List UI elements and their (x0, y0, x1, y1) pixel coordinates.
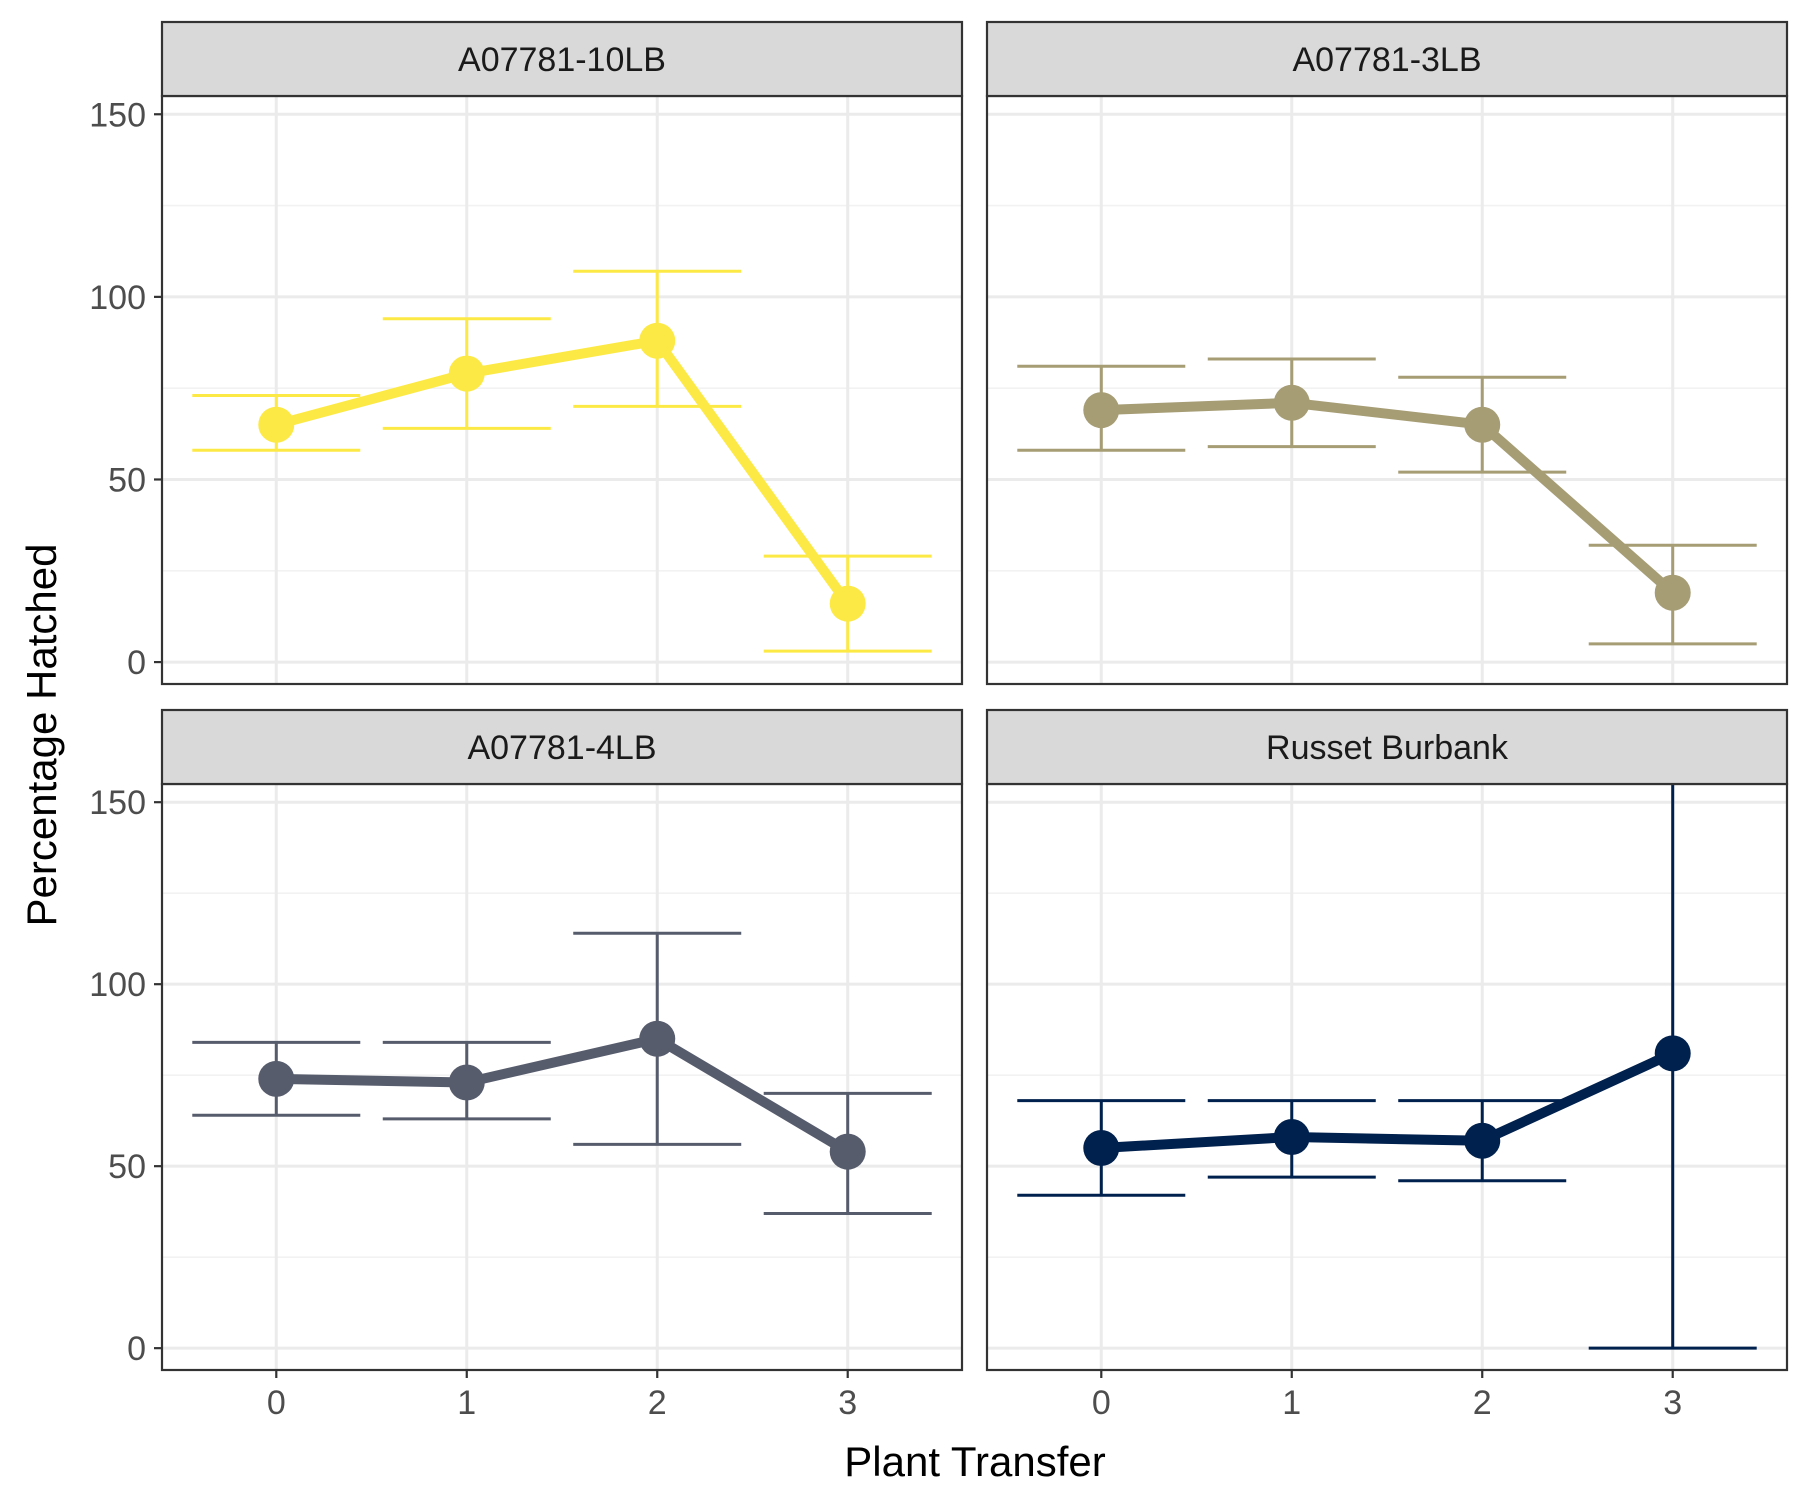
y-tick-label: 50 (108, 1148, 146, 1186)
series-line (1096, 1048, 1678, 1153)
x-tick-label: 3 (1663, 1384, 1682, 1422)
x-tick-label: 0 (1092, 1384, 1111, 1422)
series-a07781-10lb (192, 269, 932, 653)
x-tick-label: 2 (1473, 1384, 1492, 1422)
x-axis-title: Plant Transfer (844, 1438, 1105, 1485)
y-tick-label: 50 (108, 461, 146, 499)
data-point (1273, 1119, 1310, 1156)
strip-label: A07781-3LB (1292, 41, 1481, 79)
data-point (1083, 392, 1120, 429)
data-point (258, 406, 295, 443)
y-tick-label: 100 (89, 279, 146, 317)
x-tick-label: 2 (648, 1384, 667, 1422)
data-point (1654, 574, 1691, 611)
x-tick-label: 0 (267, 1384, 286, 1422)
series-a07781-4lb (192, 931, 932, 1215)
panel-background (162, 96, 962, 684)
data-point (1654, 1035, 1691, 1072)
panel-background (987, 784, 1787, 1370)
data-point (639, 322, 676, 359)
y-tick-label: 150 (89, 784, 146, 822)
data-point (448, 1064, 485, 1101)
strip-background (160, 708, 964, 786)
data-point (1273, 384, 1310, 421)
series-russet-burbank (1017, 784, 1757, 1350)
data-point (448, 355, 485, 392)
y-tick-label: 0 (127, 1330, 146, 1368)
y-axis-title: Percentage Hatched (18, 544, 65, 927)
data-point (1464, 406, 1501, 443)
panel-4: Russet Burbank 0 1 2 3 (985, 708, 1789, 1422)
panel-background (987, 96, 1787, 684)
y-tick-label: 0 (127, 644, 146, 682)
x-tick-label: 3 (838, 1384, 857, 1422)
series-a07781-3lb (1017, 357, 1757, 646)
data-point (639, 1020, 676, 1057)
x-tick-label: 1 (457, 1384, 476, 1422)
strip-background (985, 708, 1789, 786)
data-point (829, 1133, 866, 1170)
series-line (1096, 397, 1678, 598)
strip-background (160, 20, 964, 98)
strip-label: Russet Burbank (1266, 729, 1509, 767)
series-line (271, 1033, 853, 1157)
panel-2: A07781-3LB (985, 20, 1789, 686)
x-tick-label: 1 (1282, 1384, 1301, 1422)
panel-3: A07781-4LB 0 50 100 150 0 1 2 3 (89, 708, 964, 1422)
data-point (1083, 1129, 1120, 1166)
series-line (271, 335, 853, 609)
data-point (829, 585, 866, 622)
y-tick-label: 150 (89, 96, 146, 134)
y-tick-label: 100 (89, 966, 146, 1004)
strip-label: A07781-10LB (458, 41, 666, 79)
data-point (258, 1060, 295, 1097)
panels-layer: A07781-10LB050100150A07781-3LBA07781-4LB… (89, 20, 1789, 1422)
panel-1: A07781-10LB 0 50 100 150 (89, 20, 964, 686)
strip-background (985, 20, 1789, 98)
data-point (1464, 1122, 1501, 1159)
strip-label: A07781-4LB (467, 729, 656, 767)
